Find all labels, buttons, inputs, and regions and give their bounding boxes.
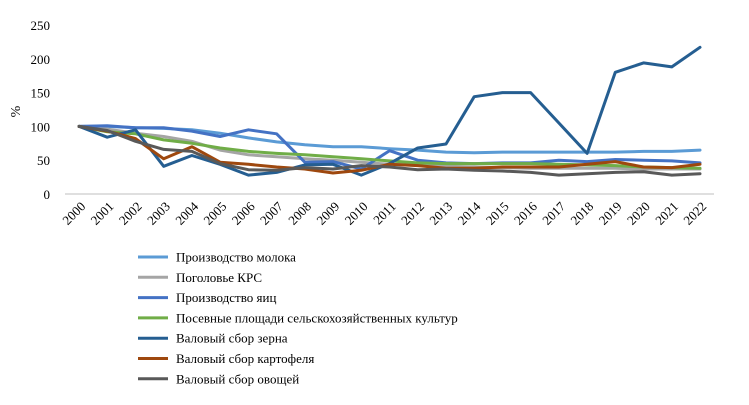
y-tick-label: 0 — [44, 187, 51, 202]
legend-label-3: Посевные площади сельскохозяйственных ку… — [176, 310, 458, 325]
series-line-2 — [77, 124, 702, 171]
x-tick-label: 2020 — [624, 199, 653, 228]
x-tick-label: 2002 — [116, 199, 145, 228]
legend-label-6: Валовый сбор овощей — [176, 371, 299, 386]
y-tick-label: 150 — [31, 86, 51, 101]
y-tick-label: 50 — [37, 153, 50, 168]
series-line-3 — [77, 124, 702, 170]
x-tick-label: 2012 — [398, 199, 427, 228]
legend: Производство молока Поголовье КРС Производ… — [138, 250, 458, 386]
legend-label-0: Производство молока — [176, 250, 296, 265]
x-tick-label: 2005 — [200, 199, 229, 228]
axes: 0 50 100 150 200 250% 2000 2001 2002 2003 2004 2005… — [9, 18, 714, 228]
x-tick-label: 2016 — [511, 198, 540, 227]
x-tick-label: 2014 — [454, 198, 483, 227]
legend-label-5: Валовый сбор картофеля — [176, 351, 314, 366]
x-tick-label: 2006 — [229, 198, 258, 227]
x-tick-label: 2003 — [144, 199, 173, 228]
x-tick-label: 2018 — [567, 199, 596, 228]
y-tick-label: 200 — [31, 52, 51, 67]
legend-label-2: Производство яиц — [176, 290, 276, 305]
x-tick-label: 2019 — [596, 199, 625, 228]
legend-label-4: Валовый сбор зерна — [176, 331, 288, 346]
x-tick-label: 2009 — [313, 199, 342, 228]
x-tick-label: 2001 — [88, 199, 117, 228]
x-tick-label: 2008 — [285, 199, 314, 228]
y-axis-title: % — [9, 105, 24, 117]
x-tick-label: 2004 — [172, 198, 201, 227]
x-tick-label: 2022 — [680, 199, 709, 228]
x-tick-label: 2021 — [652, 199, 681, 228]
x-tick-label: 2015 — [483, 199, 512, 228]
legend-label-1: Поголовье КРС — [176, 270, 262, 285]
y-tick-label: 250 — [31, 18, 51, 33]
x-tick-label: 2000 — [59, 199, 88, 228]
x-tick-label: 2017 — [539, 198, 568, 227]
x-tick-label: 2013 — [426, 199, 455, 228]
x-tick-label: 2007 — [257, 198, 286, 227]
y-tick-label: 100 — [31, 119, 51, 134]
series-line-6 — [77, 124, 702, 177]
x-tick-label: 2011 — [370, 199, 399, 228]
x-tick-label: 2010 — [342, 199, 371, 228]
series-lines — [77, 45, 702, 177]
